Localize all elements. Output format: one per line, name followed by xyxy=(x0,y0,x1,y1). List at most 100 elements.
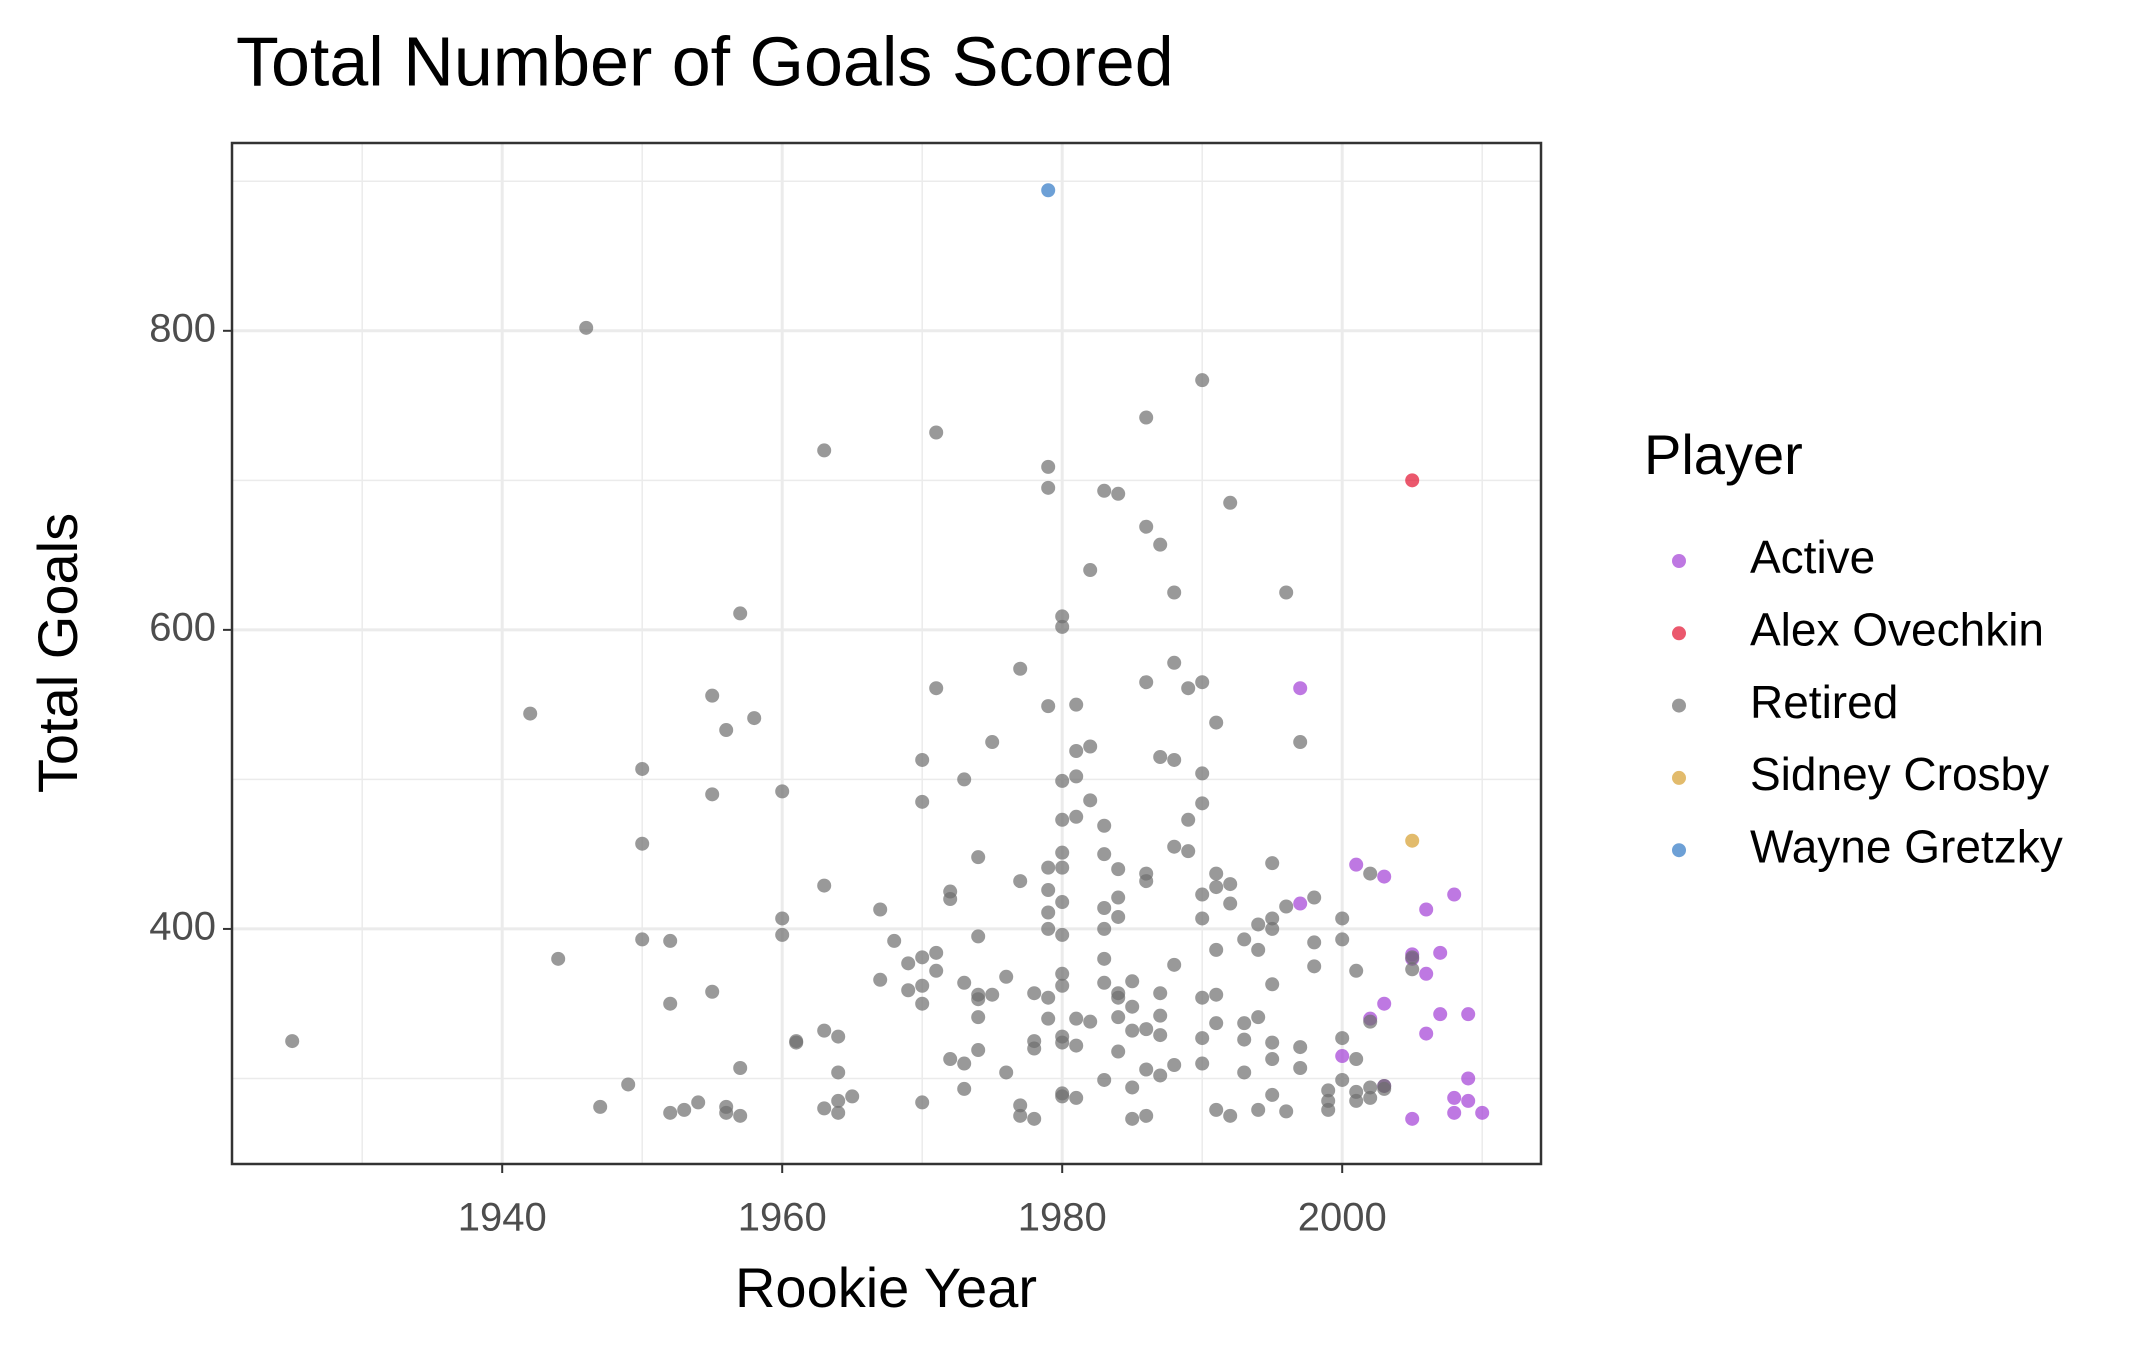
point xyxy=(1125,1111,1140,1126)
point xyxy=(1349,857,1364,872)
point xyxy=(1097,818,1112,833)
point xyxy=(1055,978,1070,993)
point xyxy=(1069,1038,1084,1053)
point xyxy=(1209,1102,1224,1117)
legend-key xyxy=(1672,843,1686,858)
point xyxy=(1181,844,1196,859)
point xyxy=(1027,1041,1042,1056)
point xyxy=(1125,1080,1140,1095)
point xyxy=(1293,1040,1308,1055)
point xyxy=(1111,486,1126,501)
point xyxy=(831,1029,846,1044)
legend-key xyxy=(1672,626,1686,641)
point xyxy=(831,1065,846,1080)
point xyxy=(1139,410,1154,425)
point xyxy=(1293,896,1308,911)
point xyxy=(1055,773,1070,788)
point xyxy=(1223,896,1238,911)
point xyxy=(285,1034,300,1049)
point xyxy=(1125,999,1140,1014)
point xyxy=(1419,902,1434,917)
point xyxy=(1237,932,1252,947)
point xyxy=(1237,1065,1252,1080)
point xyxy=(1447,887,1462,902)
legend-label: Retired xyxy=(1750,676,1898,728)
point xyxy=(1195,796,1210,811)
legend-label: Alex Ovechkin xyxy=(1750,603,2044,655)
point xyxy=(1041,459,1056,474)
legend-key xyxy=(1672,554,1686,568)
point xyxy=(1265,921,1280,936)
point xyxy=(1335,1049,1350,1064)
point xyxy=(929,425,944,440)
point xyxy=(1111,1010,1126,1025)
point xyxy=(691,1095,706,1110)
point xyxy=(1069,809,1084,824)
point xyxy=(929,963,944,978)
point xyxy=(1041,921,1056,936)
point xyxy=(1125,1023,1140,1038)
point xyxy=(1209,942,1224,957)
point xyxy=(775,927,790,942)
point xyxy=(1041,183,1056,198)
point xyxy=(1097,901,1112,916)
point xyxy=(663,1105,678,1120)
point xyxy=(845,1089,860,1104)
point xyxy=(1461,1093,1476,1108)
point xyxy=(1139,874,1154,889)
point xyxy=(929,681,944,696)
point xyxy=(1279,585,1294,600)
legend-label: Wayne Gretzky xyxy=(1750,820,2063,872)
point xyxy=(915,996,930,1011)
point xyxy=(915,950,930,965)
point xyxy=(1195,766,1210,781)
point xyxy=(1405,950,1420,965)
point xyxy=(901,983,916,998)
point xyxy=(1223,495,1238,510)
point xyxy=(1251,1010,1266,1025)
point xyxy=(1069,1011,1084,1026)
point xyxy=(1363,1080,1378,1095)
point xyxy=(817,443,832,458)
point xyxy=(1251,917,1266,932)
point xyxy=(1167,1058,1182,1073)
point xyxy=(1139,1022,1154,1037)
point xyxy=(1181,681,1196,696)
point xyxy=(1013,1108,1028,1123)
point xyxy=(1139,1108,1154,1123)
point xyxy=(1167,957,1182,972)
point xyxy=(733,606,748,621)
point xyxy=(1223,877,1238,892)
point xyxy=(1419,1026,1434,1041)
point xyxy=(817,1023,832,1038)
point xyxy=(1195,373,1210,388)
point xyxy=(971,992,986,1007)
point xyxy=(551,951,566,966)
y-tick-label: 600 xyxy=(149,605,216,649)
point xyxy=(1055,895,1070,910)
point xyxy=(1377,869,1392,884)
point xyxy=(1377,1081,1392,1096)
point xyxy=(1265,856,1280,871)
point xyxy=(971,1010,986,1025)
point xyxy=(705,787,720,802)
chart-title: Total Number of Goals Scored xyxy=(236,22,1174,100)
point xyxy=(1293,735,1308,750)
point xyxy=(915,752,930,767)
point xyxy=(1111,909,1126,924)
point xyxy=(1055,966,1070,981)
point xyxy=(1209,866,1224,881)
point xyxy=(1055,1089,1070,1104)
point xyxy=(1041,990,1056,1005)
point xyxy=(1335,932,1350,947)
x-tick-label: 1940 xyxy=(458,1196,547,1240)
point xyxy=(1111,1044,1126,1059)
point xyxy=(1251,942,1266,957)
point xyxy=(1167,839,1182,854)
point xyxy=(1475,1105,1490,1120)
y-tick-label: 400 xyxy=(149,904,216,948)
point xyxy=(663,996,678,1011)
point xyxy=(1181,812,1196,827)
point xyxy=(523,706,538,721)
